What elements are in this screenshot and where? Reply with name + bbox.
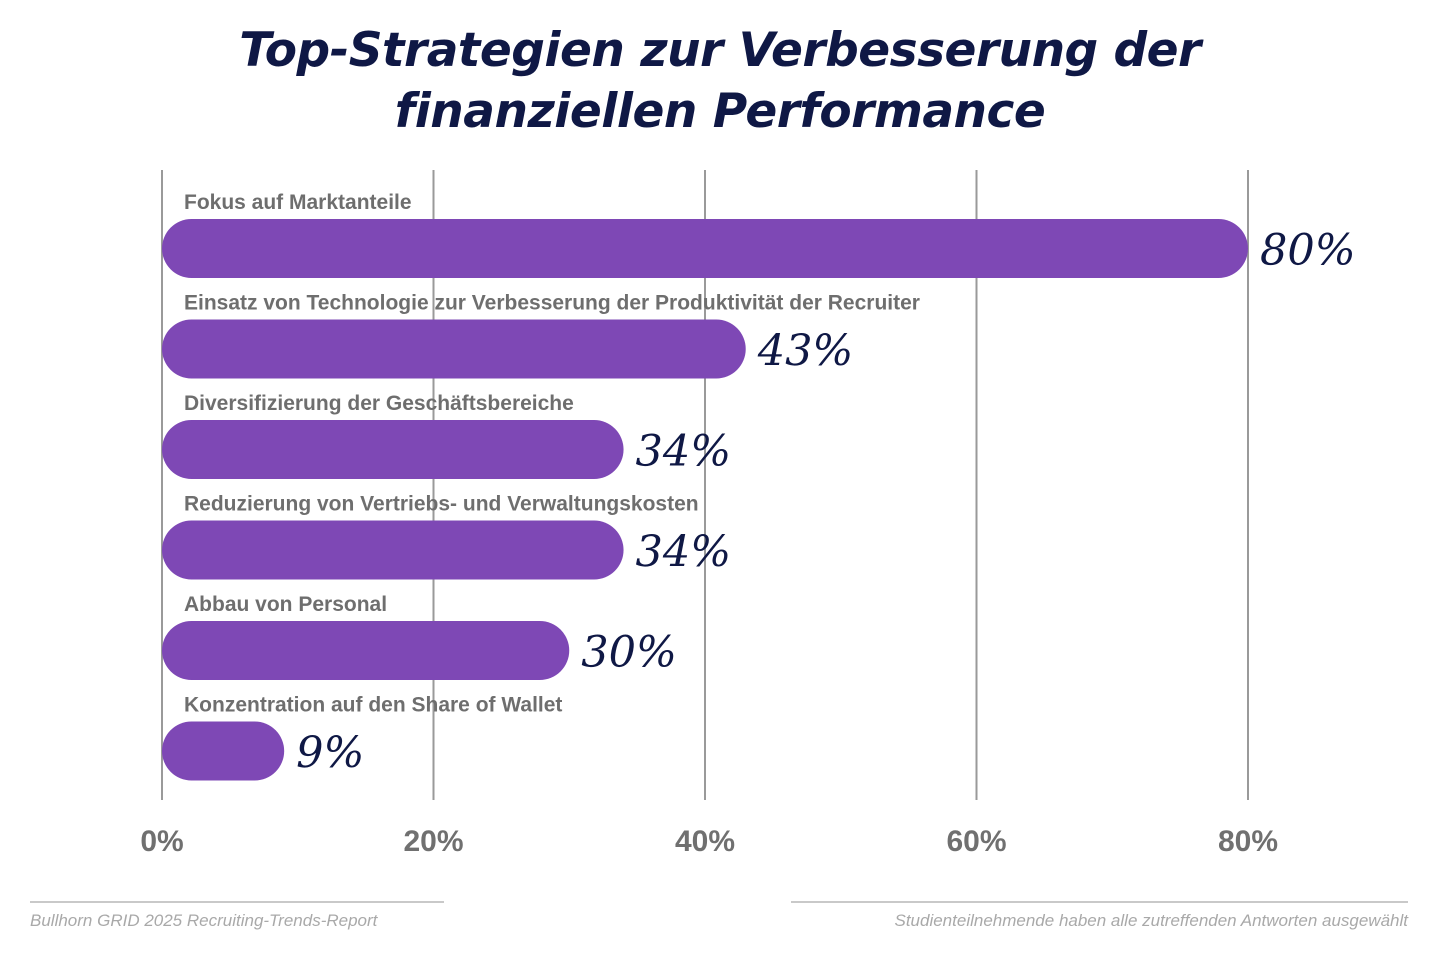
value-label-5: 30% <box>581 628 677 678</box>
bar-1 <box>162 219 1248 278</box>
value-label-2: 43% <box>757 326 854 376</box>
bar-2 <box>162 319 746 379</box>
chart-title-line-1: Top-Strategien zur Verbesserung der <box>239 23 1201 78</box>
x-axis-ticks: 0% 20% 40% 60% 80% <box>140 825 1278 858</box>
footer-source: Bullhorn GRID 2025 Recruiting-Trends-Rep… <box>30 911 378 930</box>
x-tick-label-20: 20% <box>403 825 463 858</box>
category-label-3: Diversifizierung der Geschäftsbereiche <box>184 392 574 415</box>
category-label-6: Konzentration auf den Share of Wallet <box>184 694 562 717</box>
category-label-4: Reduzierung von Vertriebs- und Verwaltun… <box>184 493 699 516</box>
value-label-6: 9% <box>296 728 364 778</box>
x-tick-label-0: 0% <box>140 825 183 858</box>
footer-divider-right <box>791 901 1408 903</box>
bar-6 <box>162 721 285 781</box>
footer-divider-left <box>30 901 444 903</box>
x-tick-label-60: 60% <box>946 825 1006 858</box>
value-label-4: 34% <box>636 527 732 577</box>
value-label-1: 80% <box>1260 226 1356 276</box>
x-tick-label-40: 40% <box>675 825 735 858</box>
chart-title-line-2: finanziellen Performance <box>394 84 1046 139</box>
labels: Fokus auf Marktanteile 80% Einsatz von Tec… <box>184 191 1356 778</box>
footer-note: Studienteilnehmende haben alle zutreffen… <box>894 911 1408 930</box>
bar-3 <box>162 420 624 479</box>
bars <box>162 219 1248 781</box>
category-label-5: Abbau von Personal <box>184 593 387 616</box>
chart-title: Top-Strategien zur Verbesserung der fina… <box>0 20 1440 142</box>
category-label-2: Einsatz von Technologie zur Verbesserung… <box>184 292 920 315</box>
value-label-3: 34% <box>636 427 732 477</box>
x-tick-label-80: 80% <box>1218 825 1278 858</box>
bar-4 <box>162 520 624 580</box>
bar-5 <box>162 621 570 680</box>
category-label-1: Fokus auf Marktanteile <box>184 191 412 214</box>
